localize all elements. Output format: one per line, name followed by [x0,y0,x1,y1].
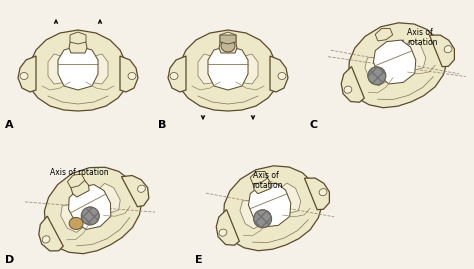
Polygon shape [121,176,149,207]
Ellipse shape [254,210,272,228]
Ellipse shape [319,189,327,196]
Polygon shape [375,29,392,41]
Text: D: D [5,255,14,265]
Polygon shape [69,185,111,229]
Text: Axis of
rotation: Axis of rotation [253,171,283,190]
Polygon shape [48,54,68,84]
Polygon shape [69,38,87,53]
Polygon shape [208,46,248,90]
Text: C: C [310,120,318,130]
Polygon shape [365,56,391,86]
Ellipse shape [444,46,452,53]
Polygon shape [238,54,258,84]
Polygon shape [220,35,236,44]
Polygon shape [341,67,365,102]
Ellipse shape [368,67,386,85]
Polygon shape [216,210,239,245]
Polygon shape [168,56,186,92]
Polygon shape [275,183,301,214]
Ellipse shape [20,73,28,80]
Polygon shape [401,40,426,71]
Polygon shape [348,23,447,108]
Polygon shape [220,32,236,44]
Polygon shape [248,183,291,227]
Polygon shape [252,175,271,194]
Ellipse shape [69,217,83,229]
Polygon shape [61,203,88,232]
Polygon shape [374,40,416,84]
Polygon shape [67,174,85,188]
Polygon shape [58,46,98,90]
Polygon shape [304,178,329,210]
Polygon shape [198,54,218,84]
Text: Axis of
rotation: Axis of rotation [407,28,438,47]
Polygon shape [39,216,63,251]
Text: Axis of rotation: Axis of rotation [50,168,109,177]
Text: E: E [195,255,202,265]
Ellipse shape [42,236,50,243]
Polygon shape [94,183,120,215]
Ellipse shape [128,73,136,80]
Polygon shape [224,166,322,251]
Polygon shape [120,56,138,92]
Polygon shape [28,30,128,111]
Polygon shape [240,200,266,229]
Ellipse shape [344,86,352,93]
Polygon shape [18,56,36,92]
Polygon shape [88,54,108,84]
Polygon shape [270,56,288,92]
Ellipse shape [221,40,235,52]
Polygon shape [250,171,268,184]
Polygon shape [70,32,86,44]
Ellipse shape [137,185,146,192]
Text: A: A [5,120,14,130]
Polygon shape [178,30,278,111]
Polygon shape [70,177,89,197]
Polygon shape [429,35,455,67]
Ellipse shape [219,229,227,236]
Polygon shape [219,38,237,53]
Ellipse shape [170,73,178,80]
Ellipse shape [278,73,286,80]
Ellipse shape [81,207,99,225]
Polygon shape [45,167,142,254]
Text: B: B [158,120,166,130]
